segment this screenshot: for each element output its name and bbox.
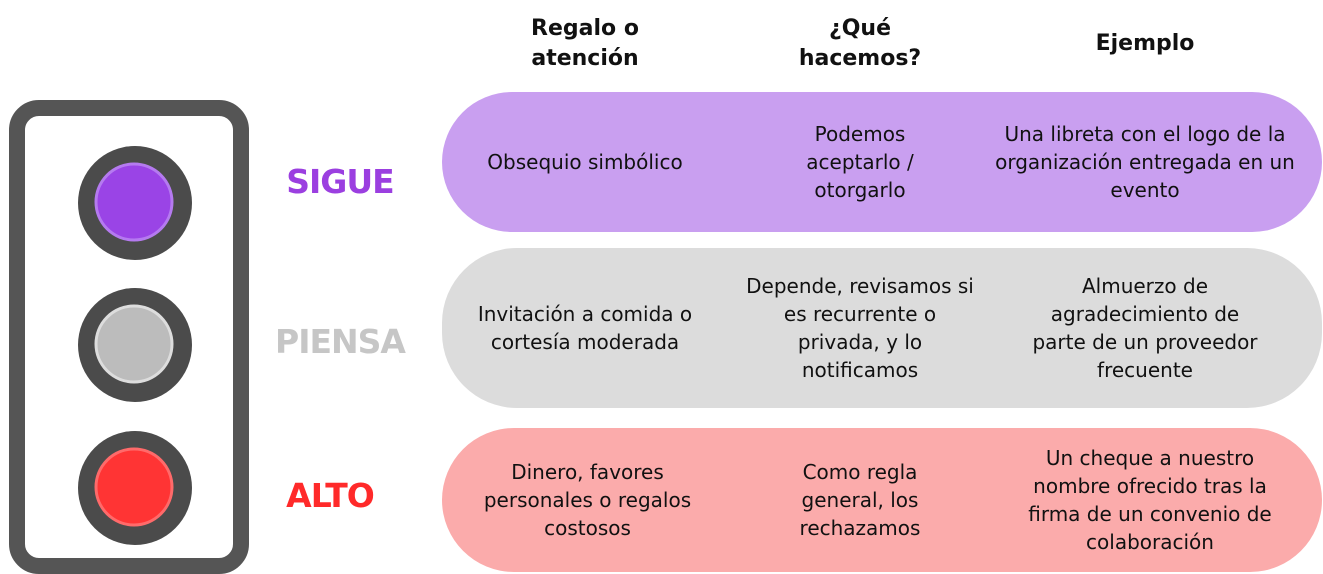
row-band	[442, 92, 1322, 232]
cell: Como regla general, los rechazamos	[799, 460, 921, 540]
light-gray	[94, 304, 174, 384]
cell: Podemos aceptarlo / otorgarlo	[806, 122, 914, 202]
row-signal: SIGUE	[286, 161, 394, 201]
row-signal: ALTO	[286, 475, 375, 515]
column-header: Ejemplo	[1095, 31, 1195, 56]
cell: Dinero, favores personales o regalos cos…	[483, 460, 692, 540]
column-header: Regalo o atención	[531, 16, 639, 71]
cell: Un cheque a nuestro nombre ofrecido tras…	[1028, 446, 1272, 554]
cell: Almuerzo de agradecimiento de parte de u…	[1032, 274, 1258, 382]
cell: Una libreta con el logo de la organizaci…	[995, 122, 1295, 202]
cell: Depende, revisamos si es recurrente o pr…	[746, 274, 974, 382]
light-red	[94, 447, 174, 527]
light-purple	[94, 162, 174, 242]
cell: Obsequio simbólico	[487, 150, 683, 174]
row-signal: PIENSA	[275, 321, 406, 361]
column-header: ¿Qué hacemos?	[798, 16, 922, 71]
row-band	[442, 248, 1322, 408]
cell: Invitación a comida o cortesía moderada	[477, 302, 693, 354]
row-band	[442, 428, 1322, 572]
